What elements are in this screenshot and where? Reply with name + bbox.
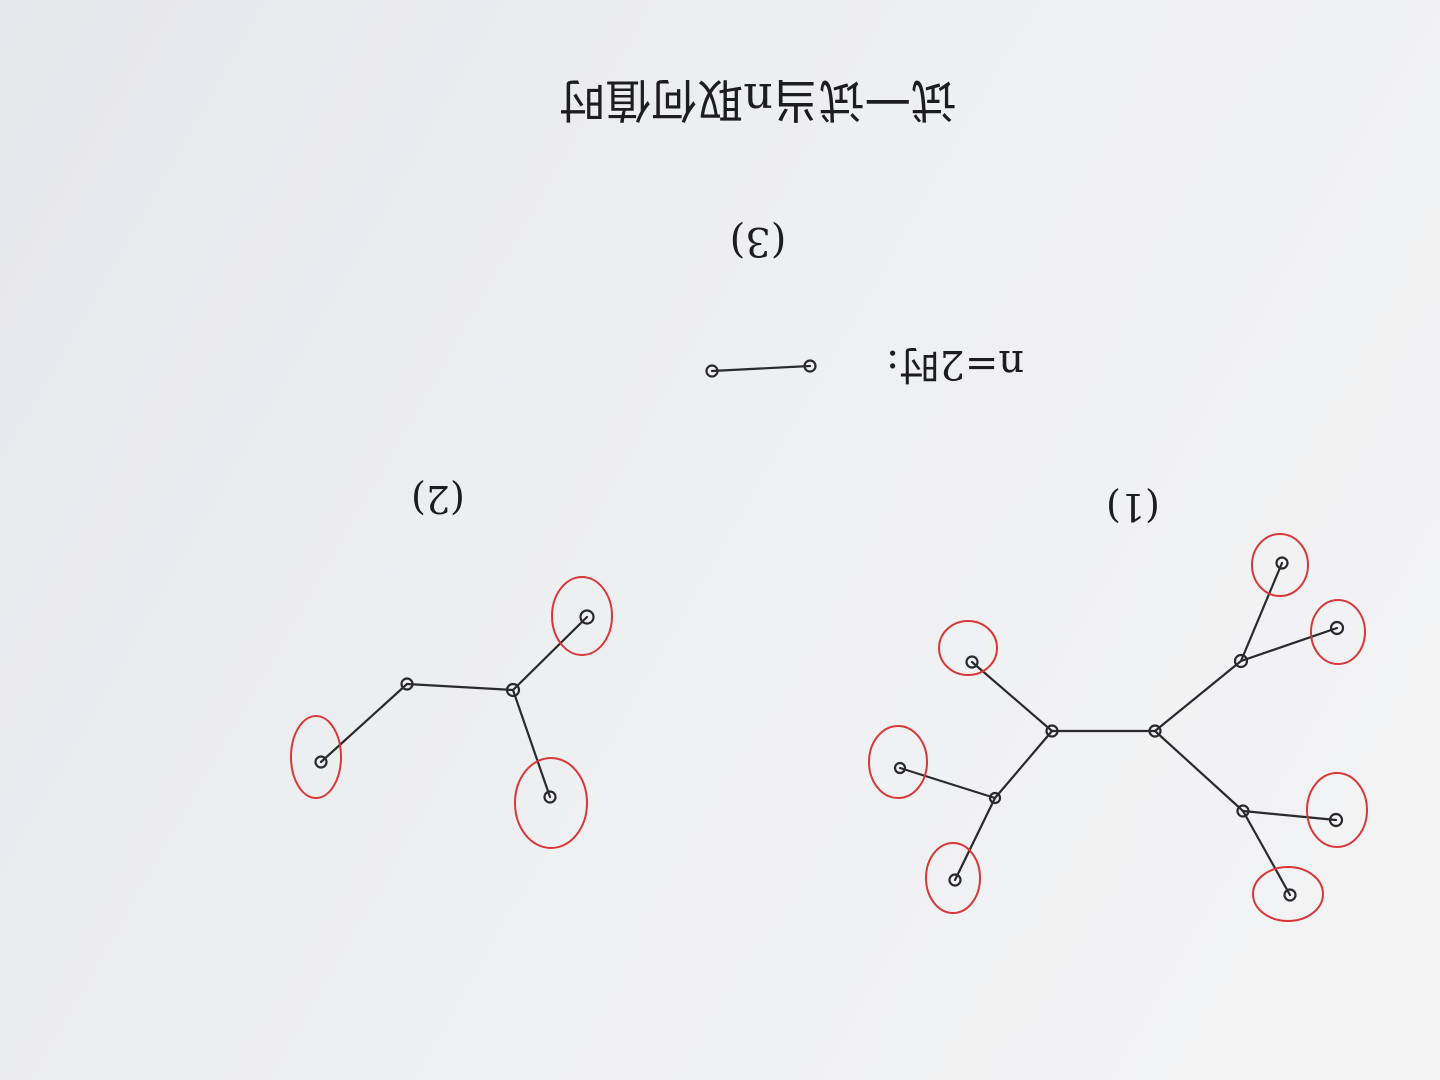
edge [970,660,1054,733]
vertex [400,677,414,691]
part-2-label: (2) [411,477,465,521]
leaf-vertex [893,761,907,775]
leaf-vertex [948,873,962,887]
edge [1153,729,1245,813]
edge [1239,626,1339,663]
vertex [505,682,521,698]
leaf-vertex [1328,812,1344,828]
edge [1241,809,1338,822]
leaf-highlight-circle [1252,866,1324,922]
leaf-highlight-circle [1310,599,1366,665]
part-3-label: (3) [730,218,787,264]
edge [993,729,1054,800]
part-1-diagram [868,533,1368,922]
vertex [1045,724,1059,738]
edge [710,364,812,373]
part-3-caption: n=2时: [886,341,1024,387]
vertex [705,364,719,378]
leaf-vertex [1275,556,1289,570]
leaf-vertex [965,655,979,669]
leaf-highlight-circle [290,715,342,799]
vertex [988,791,1002,805]
part-2-label-group: (2) [411,477,465,521]
leaf-highlight-circle [925,842,981,914]
leaf-highlight-circle [551,576,613,656]
part-3-caption-group: n=2时: [886,341,1024,387]
leaf-highlight-circle [1251,533,1309,597]
page-title: 试一试当n取何值时 [559,73,957,127]
part-1-label: (1) [1106,485,1160,529]
title-group: 试一试当n取何值时 [559,73,957,127]
part-1-label-group: (1) [1106,485,1160,529]
part-3-diagram [705,359,817,378]
leaf-vertex [1329,620,1345,636]
edge [1241,809,1292,897]
vertex [1233,653,1249,669]
edge [511,615,589,692]
leaf-vertex [543,790,557,804]
part-2-diagram [290,576,613,849]
vertex [1148,724,1162,738]
leaf-highlight-circle [868,725,928,799]
edge [319,682,409,764]
vertex [803,359,817,373]
edge [511,688,552,799]
leaf-vertex [579,609,595,625]
leaf-highlight-circle [514,757,588,849]
leaf-vertex [314,755,328,769]
edge [405,682,515,692]
edge [898,766,997,800]
edge [1239,561,1284,663]
leaf-vertex [1283,888,1297,902]
leaf-highlight-circle [1306,772,1368,848]
edge [1153,659,1243,733]
part-3-label-group: (3) [730,218,787,264]
vertex [1236,804,1250,818]
edge [953,796,997,882]
leaf-highlight-circle [938,620,998,676]
